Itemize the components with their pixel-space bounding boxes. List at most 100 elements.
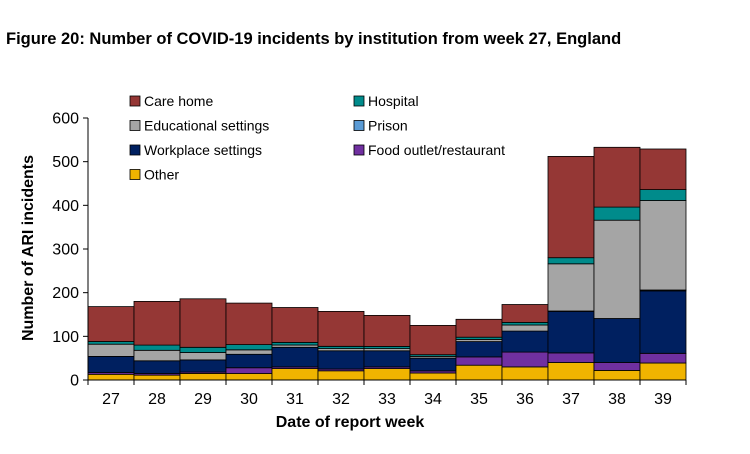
legend-swatch — [353, 120, 365, 131]
x-axis-title: Date of report week — [276, 414, 425, 431]
bar-segment-food-outlet-restaurant-week-39 — [639, 352, 687, 364]
y-tick-label: 0 — [70, 373, 79, 390]
x-tick-label: 37 — [562, 391, 580, 408]
bar-segment-care-home-week-30 — [225, 302, 273, 346]
y-tick-label: 400 — [52, 198, 79, 215]
bar-segment-other-week-38 — [593, 369, 641, 381]
bars-layer — [87, 146, 687, 381]
bar-segment-care-home-week-36 — [501, 304, 549, 323]
x-tick-label: 30 — [240, 391, 258, 408]
x-tick-label: 28 — [148, 391, 166, 408]
bar-segment-other-week-32 — [317, 370, 365, 381]
bar-segment-other-week-29 — [179, 372, 227, 381]
bar-segment-food-outlet-restaurant-week-38 — [593, 362, 641, 371]
legend-swatch — [129, 95, 141, 107]
bar-segment-workplace-settings-week-34 — [409, 357, 457, 372]
legend-label: Care home — [144, 93, 213, 109]
bar-segment-care-home-week-38 — [593, 146, 641, 208]
bar-segment-care-home-week-29 — [179, 298, 227, 348]
bar-segment-workplace-settings-week-37 — [547, 310, 595, 354]
x-tick-label: 32 — [332, 391, 350, 408]
x-tick-label: 38 — [608, 391, 626, 408]
bar-segment-hospital-week-30 — [225, 344, 273, 351]
legend: Care home Hospital Educational settings Pri… — [129, 93, 505, 183]
bar-segment-other-week-35 — [455, 364, 503, 381]
bar-segment-other-week-28 — [133, 374, 181, 381]
bar-segment-educational-settings-week-36 — [501, 324, 549, 332]
bar-segment-other-week-30 — [225, 372, 273, 381]
y-tick-label: 500 — [52, 154, 79, 171]
bar-segment-workplace-settings-week-38 — [593, 317, 641, 363]
legend-label: Other — [144, 167, 179, 183]
bar-segment-workplace-settings-week-29 — [179, 359, 227, 373]
x-tick-label: 36 — [516, 391, 534, 408]
bar-segment-other-week-34 — [409, 372, 457, 381]
bar-segment-care-home-week-35 — [455, 318, 503, 338]
bar-segment-workplace-settings-week-39 — [639, 290, 687, 354]
bar-segment-workplace-settings-week-30 — [225, 353, 273, 369]
y-tick-label: 100 — [52, 329, 79, 346]
bar-segment-care-home-week-28 — [133, 300, 181, 346]
legend-swatch — [129, 144, 141, 156]
y-axis-title: Number of ARI incidents — [20, 155, 37, 341]
bar-segment-workplace-settings-week-36 — [501, 330, 549, 353]
bar-segment-workplace-settings-week-28 — [133, 360, 181, 374]
bar-segment-care-home-week-34 — [409, 324, 457, 356]
legend-label: Prison — [368, 118, 408, 134]
legend-label: Educational settings — [144, 118, 269, 134]
bar-segment-care-home-week-33 — [363, 314, 411, 347]
bar-segment-workplace-settings-week-33 — [363, 350, 411, 368]
bar-segment-other-week-33 — [363, 368, 411, 381]
bar-segment-educational-settings-week-31 — [271, 344, 319, 348]
bar-segment-workplace-settings-week-35 — [455, 341, 503, 358]
bar-segment-care-home-week-32 — [317, 310, 365, 347]
bar-segment-food-outlet-restaurant-week-35 — [455, 356, 503, 366]
bar-segment-educational-settings-week-39 — [639, 200, 687, 291]
bar-segment-educational-settings-week-38 — [593, 219, 641, 319]
legend-label: Food outlet/restaurant — [368, 142, 505, 158]
bar-segment-workplace-settings-week-32 — [317, 350, 365, 370]
x-tick-label: 31 — [286, 391, 304, 408]
bar-segment-hospital-week-38 — [593, 206, 641, 221]
legend-label: Workplace settings — [144, 142, 262, 158]
x-tick-label: 29 — [194, 391, 212, 408]
legend-swatch — [353, 95, 365, 107]
bar-segment-hospital-week-32 — [317, 345, 365, 349]
legend-swatch — [129, 120, 141, 131]
bar-segment-food-outlet-restaurant-week-37 — [547, 352, 595, 363]
bar-segment-care-home-week-27 — [87, 306, 135, 342]
bar-segment-care-home-week-39 — [639, 148, 687, 190]
y-tick-label: 200 — [52, 285, 79, 302]
bar-segment-hospital-week-28 — [133, 344, 181, 351]
x-tick-label: 35 — [470, 391, 488, 408]
bar-segment-educational-settings-week-28 — [133, 349, 181, 362]
bar-segment-food-outlet-restaurant-week-30 — [225, 367, 273, 374]
legend-swatch — [353, 144, 365, 156]
bar-segment-educational-settings-week-27 — [87, 343, 135, 357]
bar-segment-other-week-31 — [271, 368, 319, 381]
bar-segment-other-week-36 — [501, 366, 549, 381]
bar-segment-hospital-week-27 — [87, 341, 135, 345]
bar-segment-other-week-39 — [639, 362, 687, 381]
legend-swatch — [129, 169, 141, 180]
bar-segment-hospital-week-39 — [639, 189, 687, 201]
legend-label: Hospital — [368, 93, 419, 109]
bar-segment-care-home-week-31 — [271, 307, 319, 343]
bar-segment-other-week-37 — [547, 362, 595, 381]
x-tick-label: 39 — [654, 391, 672, 408]
bar-segment-educational-settings-week-29 — [179, 352, 227, 361]
x-tick-label: 33 — [378, 391, 396, 408]
bar-segment-food-outlet-restaurant-week-36 — [501, 351, 549, 368]
bar-segment-educational-settings-week-37 — [547, 263, 595, 312]
bar-segment-educational-settings-week-30 — [225, 349, 273, 355]
bar-segment-hospital-week-29 — [179, 346, 227, 353]
axes-layer: 0 100 200 300 400 500 600 27 28 29 30 31 32 33 34 35 36 3… — [52, 111, 687, 408]
bar-segment-care-home-week-37 — [547, 155, 595, 259]
x-tick-label: 27 — [102, 391, 120, 408]
bar-segment-other-week-27 — [87, 373, 135, 381]
figure-title: Figure 20: Number of COVID-19 incidents … — [6, 30, 622, 48]
bar-segment-hospital-week-37 — [547, 257, 595, 265]
x-tick-label: 34 — [424, 391, 442, 408]
y-tick-label: 300 — [52, 242, 79, 259]
